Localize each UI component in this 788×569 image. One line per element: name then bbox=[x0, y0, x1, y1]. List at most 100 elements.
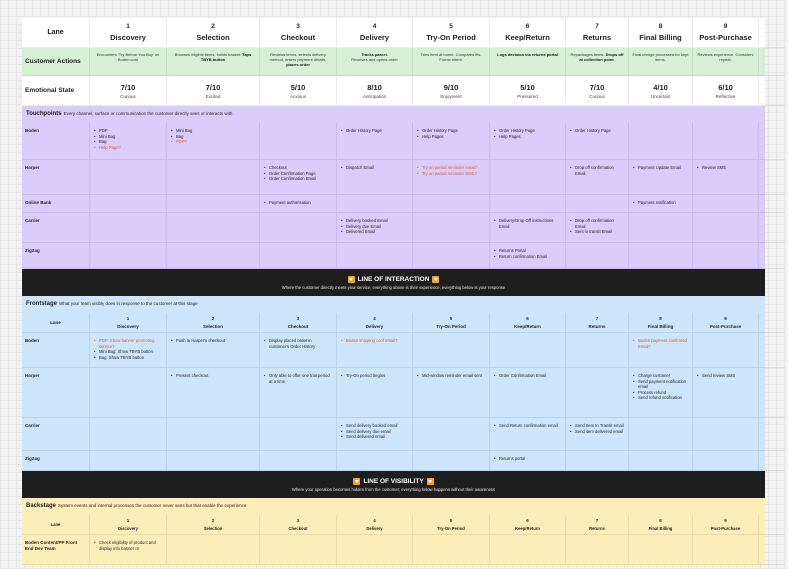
overflow-column bbox=[759, 515, 785, 535]
action-cell-8: Final charge processed for kept items. bbox=[629, 48, 693, 76]
list-item: Bag bbox=[171, 134, 255, 140]
lane-cell: Mid-window reminder email sent bbox=[413, 368, 490, 418]
arrow-down-icon bbox=[426, 477, 434, 485]
emotion-cell-2: 7/10 Excited bbox=[167, 76, 260, 106]
stage-name: Checkout bbox=[280, 33, 316, 42]
list-item: Order History Page bbox=[341, 128, 408, 134]
action-cell-5: Tries item at home. Compares fits. Forms… bbox=[413, 48, 490, 76]
stage-name: Checkout bbox=[288, 525, 308, 531]
action-bold-text: Tracks parcel. bbox=[361, 52, 388, 57]
stage-header-3: 3 Checkout bbox=[260, 18, 337, 48]
bullet-list: Order Confirmation Email bbox=[490, 368, 565, 382]
stage-number: 9 bbox=[724, 518, 727, 523]
emotion-cell-6: 5/10 Pressured bbox=[490, 76, 566, 106]
stage-number: 1 bbox=[126, 23, 130, 30]
overflow-column bbox=[759, 313, 785, 333]
bullet-list: Payment notification bbox=[629, 195, 692, 209]
lane-cell bbox=[90, 213, 167, 243]
backstage-title: Backstage bbox=[26, 503, 57, 509]
emotion-cell-5: 9/10 Enjoyment bbox=[413, 76, 490, 106]
touchpoints-title: Touchpoints bbox=[26, 111, 62, 117]
emotion-score: 7/10 bbox=[205, 82, 221, 92]
lane-cell: Order History PageHelp Pages bbox=[413, 123, 490, 160]
lane-cell: Drop off confirmation Email bbox=[566, 160, 629, 195]
bullet-list: Try-On period begins bbox=[337, 368, 412, 382]
stage-number: 3 bbox=[296, 316, 300, 321]
emotion-score: 7/10 bbox=[120, 82, 136, 92]
stage-header-6: 6 Keep/Return bbox=[490, 18, 566, 48]
lane-cell bbox=[90, 160, 167, 195]
list-item: Delivery due Email bbox=[341, 224, 408, 230]
lane-cell bbox=[167, 195, 260, 213]
list-item: Review SMS bbox=[697, 165, 754, 171]
emotion-feeling: Pressured bbox=[517, 93, 538, 99]
lane-cell: Present checkout bbox=[167, 368, 260, 418]
lane-cell: PDPMini BagBagHelp Page? bbox=[90, 123, 167, 160]
lane-cell bbox=[337, 243, 413, 269]
line-of-interaction: LINE OF INTERACTION Where the customer d… bbox=[22, 269, 765, 296]
list-item: Delivered Email bbox=[341, 229, 408, 235]
list-item: Returns portal bbox=[494, 456, 561, 462]
lane-cell bbox=[490, 535, 566, 565]
lane-cell bbox=[629, 451, 693, 471]
lane-cell bbox=[413, 195, 490, 213]
stage-name: Delivery bbox=[359, 33, 390, 42]
list-item: Delivery/Drop Off instructions Email bbox=[494, 218, 561, 229]
line-title-text: LINE OF VISIBILITY bbox=[363, 477, 424, 485]
list-item: Boden payment confirmed Email? bbox=[633, 338, 688, 349]
list-item: Only able to offer one trial period at a… bbox=[264, 373, 332, 384]
stage-number: 6 bbox=[526, 518, 529, 523]
list-item: Send delivery due email bbox=[341, 429, 408, 435]
stage-name: Selection bbox=[196, 33, 230, 42]
stage-name: Post-Purchase bbox=[709, 323, 742, 329]
lane-cell bbox=[629, 418, 693, 451]
list-item: Sent in transit Email bbox=[570, 229, 624, 235]
emotional-state-label: Emotional State bbox=[22, 76, 90, 106]
bullet-list: Order History Page bbox=[337, 123, 412, 137]
lane-cell bbox=[490, 333, 566, 368]
bullet-list: Try on period reminder email?Try on peri… bbox=[413, 160, 489, 179]
lane-cell bbox=[566, 451, 629, 471]
lane-header: Lane bbox=[22, 18, 90, 48]
list-item: Returns Portal bbox=[494, 248, 561, 254]
action-text: Reviews terms, selects delivery method, … bbox=[269, 52, 327, 62]
stage-number: 6 bbox=[525, 23, 530, 30]
list-item: Mini Bag: Show TBYB button bbox=[94, 349, 162, 355]
bullet-list: Send delivery booked emailSend delivery … bbox=[337, 418, 412, 443]
bullet-list: Display placed order in customer's Order… bbox=[260, 333, 336, 352]
overflow-column bbox=[759, 333, 785, 368]
list-item: Mid-window reminder email sent bbox=[417, 373, 485, 379]
stage-header-row: Lane 1 Discovery 2 Selection 3 Checkout 4 De… bbox=[22, 18, 785, 48]
action-bold-text: Drops off at collection point. bbox=[579, 52, 624, 62]
stage-header-9: 9 Post-Purchase bbox=[693, 313, 759, 333]
stage-header-7: 7 Returns bbox=[566, 18, 629, 48]
emotion-cell-3: 5/10 Anxious bbox=[260, 76, 337, 106]
line-of-interaction-title: LINE OF INTERACTION bbox=[22, 275, 765, 283]
lane-cell: Returns PortalReturn confirmation Email bbox=[490, 243, 566, 269]
overflow-column bbox=[759, 123, 785, 160]
bullet-list: Boden shipping conf email? bbox=[337, 333, 412, 347]
emotion-cell-9: 6/10 Reflective bbox=[693, 76, 759, 106]
bullet-list: Check eligibility of product and display… bbox=[90, 535, 166, 554]
emotion-cell-8: 4/10 Uncertain bbox=[629, 76, 693, 106]
bullet-list: CheckoutOrder Confirmation PageOrder Con… bbox=[260, 160, 336, 185]
list-item: Help Pages bbox=[417, 134, 485, 140]
stage-name: Discovery bbox=[110, 33, 146, 42]
stage-number: 2 bbox=[211, 518, 215, 523]
stage-name: Returns bbox=[588, 323, 606, 329]
emotional-state-row: Emotional State 7/10 Curious 7/10 Excited … bbox=[22, 76, 785, 106]
stage-number: 9 bbox=[723, 23, 728, 30]
lane-row: BodenPDPMini BagBagHelp Page?Mini BagBag… bbox=[22, 123, 785, 160]
bullet-list: Order History PageHelp Pages bbox=[490, 123, 565, 142]
bullet-list: Charge customerSend payment notification… bbox=[629, 368, 692, 404]
stage-header-8: 8 Final Billing bbox=[629, 515, 693, 535]
lane-cell bbox=[167, 243, 260, 269]
lane-label: Carrier bbox=[22, 213, 90, 243]
overflow-column bbox=[759, 195, 785, 213]
action-cell-1: Encounters 'Try Before You Buy' on Boden… bbox=[90, 48, 167, 76]
action-text: Final charge processed for kept items. bbox=[632, 52, 689, 62]
lane-cell bbox=[167, 418, 260, 451]
stage-name: Final Billing bbox=[648, 525, 673, 531]
list-item: Mini Bag bbox=[171, 128, 255, 134]
list-item: Process refund bbox=[633, 390, 688, 396]
